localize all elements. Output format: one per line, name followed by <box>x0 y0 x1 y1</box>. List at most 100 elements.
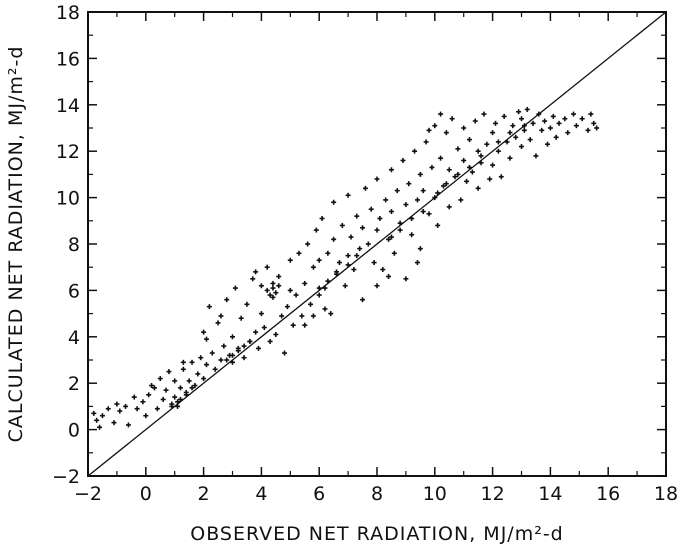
data-point <box>230 334 235 340</box>
data-point <box>290 322 296 328</box>
data-point <box>417 246 423 252</box>
data-point <box>334 271 340 277</box>
data-point <box>302 280 308 286</box>
data-point <box>218 357 224 363</box>
x-tick-label: 12 <box>481 483 505 505</box>
data-point <box>550 113 556 119</box>
data-point <box>192 383 198 389</box>
data-point <box>472 118 478 124</box>
data-point <box>386 236 392 242</box>
data-point <box>435 190 441 196</box>
data-point <box>449 116 455 122</box>
data-point <box>235 348 241 354</box>
data-point <box>388 234 394 240</box>
data-point <box>513 134 519 140</box>
x-tick-label: 16 <box>596 483 620 505</box>
data-point <box>310 313 316 319</box>
data-point <box>94 417 100 423</box>
data-point <box>547 125 553 131</box>
data-point <box>177 396 183 402</box>
data-point <box>481 111 487 117</box>
data-point <box>114 401 120 407</box>
data-point <box>247 338 253 344</box>
data-point <box>331 236 337 242</box>
data-point <box>345 253 351 259</box>
data-point <box>302 322 308 328</box>
data-point <box>388 209 394 215</box>
data-point <box>270 294 276 300</box>
data-point <box>299 313 305 319</box>
data-point <box>166 369 172 375</box>
data-point <box>287 287 293 293</box>
data-point <box>461 125 467 131</box>
data-point <box>169 401 175 407</box>
data-point <box>270 280 276 286</box>
data-point <box>183 392 189 398</box>
data-point <box>273 290 279 296</box>
data-point <box>91 410 97 416</box>
data-point <box>322 285 328 291</box>
data-point <box>305 241 311 247</box>
data-point <box>487 176 493 182</box>
data-point <box>261 325 267 331</box>
data-point <box>316 257 322 263</box>
y-tick-label: 10 <box>56 188 80 210</box>
data-point <box>495 148 501 154</box>
data-point <box>414 260 420 266</box>
data-point <box>403 202 409 208</box>
data-point <box>495 139 501 145</box>
data-point <box>131 394 137 400</box>
y-axis-ticks <box>88 11 666 477</box>
data-point <box>458 197 464 203</box>
data-point <box>198 355 204 361</box>
data-point <box>519 116 524 122</box>
data-point <box>218 313 224 319</box>
data-point <box>270 285 276 291</box>
data-point <box>412 148 418 154</box>
data-point <box>562 116 568 122</box>
one-to-one-reference-line <box>87 11 667 477</box>
data-point <box>492 120 498 126</box>
data-point <box>594 125 600 131</box>
data-point <box>224 297 230 303</box>
data-point <box>241 355 247 361</box>
data-point <box>452 174 458 180</box>
data-point <box>279 313 285 319</box>
data-point <box>403 276 409 282</box>
data-point <box>432 195 438 201</box>
data-point <box>123 403 129 409</box>
data-point <box>357 246 363 252</box>
x-tick-label: 8 <box>371 483 383 505</box>
data-point <box>461 157 467 163</box>
data-point <box>186 378 192 384</box>
data-point <box>264 264 270 270</box>
data-point <box>530 120 536 126</box>
data-point <box>573 123 579 129</box>
data-point <box>206 304 212 310</box>
y-tick-label: −2 <box>52 466 80 488</box>
data-point <box>446 204 452 210</box>
data-point <box>293 292 299 298</box>
data-point <box>585 127 591 133</box>
data-point <box>371 260 377 266</box>
data-point <box>163 387 169 393</box>
data-point <box>351 267 357 273</box>
data-point <box>258 311 264 317</box>
data-point <box>143 413 149 419</box>
data-point <box>571 111 577 117</box>
data-point <box>426 127 432 133</box>
data-point <box>383 197 389 203</box>
data-point <box>345 262 351 268</box>
data-point <box>313 227 319 233</box>
data-point <box>189 385 195 391</box>
data-point <box>310 264 316 270</box>
data-point <box>397 220 403 226</box>
data-point <box>565 130 571 136</box>
data-point <box>507 155 513 161</box>
data-point <box>151 385 157 391</box>
data-point <box>212 366 218 372</box>
data-point <box>195 371 201 377</box>
data-point <box>319 215 325 221</box>
x-tick-label: 2 <box>198 483 210 505</box>
data-point <box>232 285 238 291</box>
